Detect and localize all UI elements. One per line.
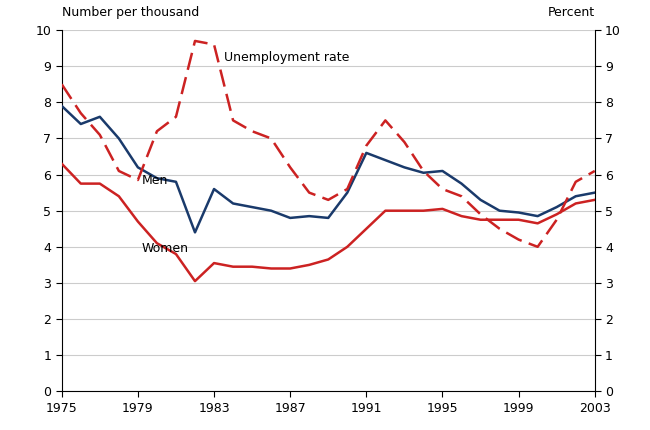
Text: Unemployment rate: Unemployment rate — [224, 51, 349, 64]
Text: Number per thousand: Number per thousand — [62, 6, 199, 19]
Text: Men: Men — [142, 174, 168, 187]
Text: Percent: Percent — [547, 6, 595, 19]
Text: Women: Women — [142, 242, 188, 255]
